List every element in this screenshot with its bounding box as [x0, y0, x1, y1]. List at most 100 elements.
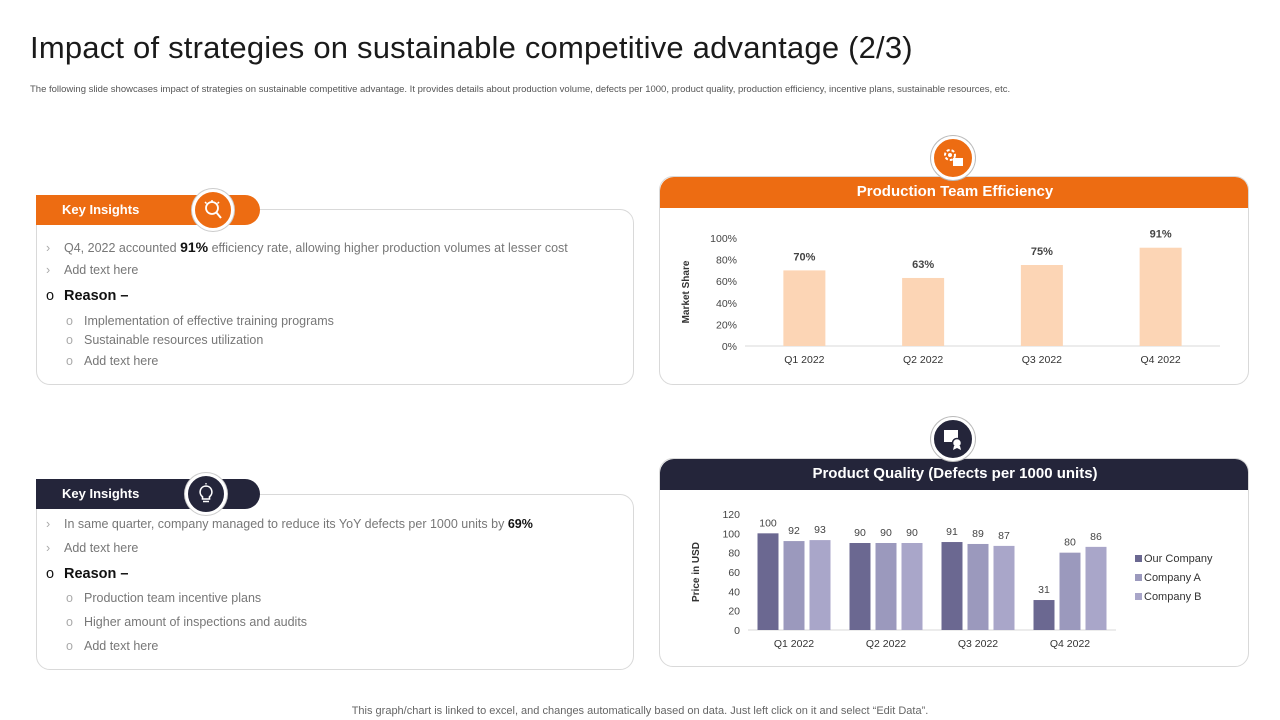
quality-certificate-icon: [931, 417, 975, 461]
bar: [809, 540, 831, 630]
data-label: 70%: [793, 251, 815, 263]
insight-line-top-1: › Q4, 2022 accounted 91% efficiency rate,…: [46, 239, 568, 255]
y-tick-label: 40: [728, 586, 740, 598]
data-label: 90: [906, 527, 918, 539]
data-label: 63%: [912, 259, 934, 271]
quality-chart-card: Product Quality (Defects per 1000 units)…: [659, 458, 1249, 667]
data-label: 93: [814, 524, 826, 536]
y-tick-label: 100: [722, 528, 740, 540]
data-label: 100: [759, 517, 777, 529]
y-tick-label: 40%: [716, 298, 737, 310]
legend-swatch: [1135, 555, 1142, 562]
data-label: 31: [1038, 584, 1050, 596]
bullet-arrow-icon: ›: [46, 517, 51, 531]
reason-heading-top: o Reason –: [46, 288, 129, 304]
bullet-circle-icon: o: [66, 354, 73, 368]
data-label: 92: [788, 525, 800, 537]
y-tick-label: 20: [728, 606, 740, 618]
bar: [967, 543, 989, 630]
insights-panel-bottom: [36, 494, 634, 670]
bullet-circle-icon: o: [46, 288, 55, 304]
y-tick-label: 120: [722, 509, 740, 521]
bar: [1139, 247, 1182, 346]
legend-label: Company A: [1144, 572, 1202, 584]
bar: [993, 545, 1015, 630]
legend-label: Our Company: [1144, 553, 1213, 565]
y-tick-label: 80: [728, 548, 740, 560]
x-tick-label: Q4 2022: [1140, 354, 1180, 366]
y-axis-label: Market Share: [681, 260, 692, 323]
legend-swatch: [1135, 593, 1142, 600]
bullet-circle-icon: o: [66, 314, 73, 328]
legend-label: Company B: [1144, 591, 1201, 603]
data-label: 91: [946, 526, 958, 538]
page-subtitle: The following slide showcases impact of …: [30, 84, 1011, 95]
insight-line-bottom-2: › Add text here: [46, 541, 139, 555]
bar: [783, 270, 826, 346]
data-label: 80: [1064, 537, 1076, 549]
lightbulb-icon: [192, 189, 234, 231]
data-label: 91%: [1150, 229, 1172, 241]
x-tick-label: Q3 2022: [1022, 354, 1062, 366]
x-tick-label: Q4 2022: [1050, 638, 1090, 650]
x-tick-label: Q2 2022: [903, 354, 943, 366]
bullet-circle-icon: o: [46, 566, 55, 582]
data-label: 75%: [1031, 246, 1053, 258]
x-tick-label: Q1 2022: [784, 354, 824, 366]
lightbulb-icon: [185, 473, 227, 515]
bar: [849, 543, 871, 630]
y-tick-label: 0: [734, 625, 740, 637]
y-axis-label: Price in USD: [691, 542, 702, 602]
data-label: 90: [854, 527, 866, 539]
insights-panel-top: [36, 209, 634, 385]
footer-note: This graph/chart is linked to excel, and…: [351, 705, 929, 717]
y-tick-label: 20%: [716, 319, 737, 331]
reason-item: o Implementation of effective training pr…: [66, 314, 334, 328]
quality-bar-chart: 0 20 40 60 80 100 120 Price in USD 100 92 93 Q1 202…: [691, 509, 1213, 650]
reason-item: o Sustainable resources utilization: [66, 333, 264, 347]
efficiency-chart-card: Production Team Efficiency 0% 20% 40% 60% 80…: [659, 176, 1249, 385]
bar: [1033, 600, 1055, 630]
bar: [1059, 552, 1081, 630]
bullet-arrow-icon: ›: [46, 241, 51, 255]
y-tick-label: 80%: [716, 255, 737, 267]
data-label: 89: [972, 528, 984, 540]
y-tick-label: 100%: [710, 233, 737, 245]
bar: [901, 543, 923, 630]
bar: [757, 533, 779, 630]
legend-swatch: [1135, 574, 1142, 581]
bar: [875, 543, 897, 630]
bar: [1085, 546, 1107, 630]
efficiency-chart-title: Production Team Efficiency: [660, 177, 1248, 208]
bar: [941, 542, 963, 630]
gear-icon: [931, 136, 975, 180]
data-label: 87: [998, 530, 1010, 542]
bullet-circle-icon: o: [66, 615, 73, 629]
reason-item: o Higher amount of inspections and audits: [66, 615, 308, 629]
y-tick-label: 0%: [722, 341, 737, 353]
bullet-circle-icon: o: [66, 333, 73, 347]
bar: [783, 541, 805, 630]
x-tick-label: Q2 2022: [866, 638, 906, 650]
x-tick-label: Q1 2022: [774, 638, 814, 650]
page-title: Impact of strategies on sustainable comp…: [30, 30, 913, 65]
insight-line-top-2: › Add text here: [46, 263, 139, 277]
insight-line-bottom-1: › In same quarter, company managed to red…: [46, 517, 533, 531]
y-tick-label: 60: [728, 567, 740, 579]
bullet-circle-icon: o: [66, 639, 73, 653]
reason-heading-bottom: o Reason –: [46, 566, 129, 582]
bullet-arrow-icon: ›: [46, 263, 51, 277]
bar: [902, 277, 945, 346]
y-tick-label: 60%: [716, 276, 737, 288]
data-label: 86: [1090, 531, 1102, 543]
efficiency-bar-chart: 0% 20% 40% 60% 80% 100% Market Share 70% Q1 2022…: [681, 229, 1220, 366]
reason-item: o Add text here: [66, 354, 159, 368]
bar: [1020, 265, 1063, 346]
data-label: 90: [880, 527, 892, 539]
reason-item: o Production team incentive plans: [66, 591, 262, 605]
bullet-circle-icon: o: [66, 591, 73, 605]
x-tick-label: Q3 2022: [958, 638, 998, 650]
bullet-arrow-icon: ›: [46, 541, 51, 555]
reason-item: o Add text here: [66, 639, 159, 653]
quality-chart-title: Product Quality (Defects per 1000 units): [660, 459, 1248, 490]
